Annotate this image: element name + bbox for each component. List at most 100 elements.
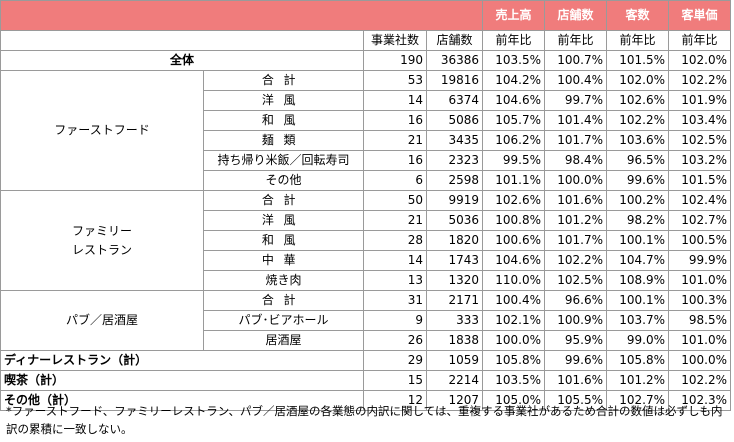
cell-companies: 21 xyxy=(363,210,427,231)
cell-yoy-stores: 100.9% xyxy=(544,310,607,331)
category-family-restaurant: ファミリー レストラン xyxy=(0,190,204,291)
cell-yoy-sales: 104.6% xyxy=(482,250,545,271)
cell-yoy-sales: 100.0% xyxy=(482,330,545,351)
cell-stores: 1838 xyxy=(426,330,483,351)
cell-companies: 14 xyxy=(363,90,427,111)
cell-yoy-spend: 102.0% xyxy=(668,50,731,71)
table-row: 麺類 21 3435 106.2% 101.7% 103.6% 102.5% xyxy=(1,130,731,151)
header-yoy-stores: 前年比 xyxy=(544,30,607,51)
cell-stores: 1320 xyxy=(426,270,483,291)
table-row: 焼き肉 13 1320 110.0% 102.5% 108.9% 101.0% xyxy=(1,270,731,291)
cell-yoy-customers: 108.9% xyxy=(606,270,669,291)
header-yoy-customers: 前年比 xyxy=(606,30,669,51)
table-row: パブ／居酒屋 合計 31 2171 100.4% 96.6% 100.1% 10… xyxy=(0,290,731,351)
subcategory-label: 焼き肉 xyxy=(203,270,364,291)
cell-companies: 6 xyxy=(363,170,427,191)
cell-stores: 5036 xyxy=(426,210,483,231)
row-label-total: 全体 xyxy=(0,50,364,71)
cell-yoy-customers: 105.8% xyxy=(606,350,669,371)
cell-yoy-spend: 102.3% xyxy=(668,390,731,411)
cell-yoy-stores: 102.2% xyxy=(544,250,607,271)
header-store-count: 店舗数 xyxy=(426,30,483,51)
cell-yoy-spend: 99.9% xyxy=(668,250,731,271)
cell-yoy-stores: 95.9% xyxy=(544,330,607,351)
category-label-line2: レストラン xyxy=(71,242,132,257)
cell-yoy-customers: 102.0% xyxy=(606,70,669,91)
subcategory-label: 合計 xyxy=(203,290,364,311)
cell-yoy-customers: 96.5% xyxy=(606,150,669,171)
cell-yoy-stores: 100.7% xyxy=(544,50,607,71)
cell-yoy-stores: 101.2% xyxy=(544,210,607,231)
cell-companies: 50 xyxy=(363,190,427,211)
cell-yoy-sales: 100.6% xyxy=(482,230,545,251)
table-row: パブ･ビアホール 9 333 102.1% 100.9% 103.7% 98.5… xyxy=(1,310,731,331)
cell-yoy-spend: 102.2% xyxy=(668,70,731,91)
row-label-other: その他（計） xyxy=(0,390,364,411)
cell-yoy-customers: 102.7% xyxy=(606,390,669,411)
table-row: その他 6 2598 101.1% 100.0% 99.6% 101.5% xyxy=(1,170,731,191)
cell-stores: 3435 xyxy=(426,130,483,151)
header-accent-bar xyxy=(0,0,483,31)
cell-stores: 6374 xyxy=(426,90,483,111)
subcategory-label: 洋風 xyxy=(203,210,364,231)
table-row: 喫茶（計） 15 2214 103.5% 101.6% 101.2% 102.2… xyxy=(0,370,731,391)
table-row: 洋風 14 6374 104.6% 99.7% 102.6% 101.9% xyxy=(1,90,731,111)
cell-companies: 14 xyxy=(363,250,427,271)
cell-yoy-spend: 102.4% xyxy=(668,190,731,211)
table-row: 洋風 21 5036 100.8% 101.2% 98.2% 102.7% xyxy=(1,210,731,231)
header-row-columns: 事業社数 店舗数 前年比 前年比 前年比 前年比 xyxy=(0,30,731,51)
header-yoy-spend: 前年比 xyxy=(668,30,731,51)
cell-yoy-spend: 101.0% xyxy=(668,270,731,291)
header-metric-spend: 客単価 xyxy=(668,0,731,31)
cell-yoy-sales: 102.6% xyxy=(482,190,545,211)
cell-yoy-customers: 101.5% xyxy=(606,50,669,71)
cell-companies: 13 xyxy=(363,270,427,291)
cell-yoy-spend: 98.5% xyxy=(668,310,731,331)
cell-yoy-spend: 100.5% xyxy=(668,230,731,251)
cell-companies: 9 xyxy=(363,310,427,331)
cell-yoy-stores: 96.6% xyxy=(544,290,607,311)
cell-companies: 21 xyxy=(363,130,427,151)
cell-stores: 1059 xyxy=(426,350,483,371)
cell-companies: 16 xyxy=(363,110,427,131)
cell-yoy-sales: 106.2% xyxy=(482,130,545,151)
cell-companies: 31 xyxy=(363,290,427,311)
cell-stores: 2171 xyxy=(426,290,483,311)
table-row: ディナーレストラン（計） 29 1059 105.8% 99.6% 105.8%… xyxy=(0,350,731,371)
cell-yoy-sales: 104.2% xyxy=(482,70,545,91)
cell-stores: 1743 xyxy=(426,250,483,271)
subcategory-label: 合計 xyxy=(203,70,364,91)
cell-yoy-stores: 102.5% xyxy=(544,270,607,291)
cell-stores: 1820 xyxy=(426,230,483,251)
header-blank xyxy=(0,30,364,51)
cell-companies: 28 xyxy=(363,230,427,251)
subcategory-label: 持ち帰り米飯／回転寿司 xyxy=(203,150,364,171)
table-row: 持ち帰り米飯／回転寿司 16 2323 99.5% 98.4% 96.5% 10… xyxy=(1,150,731,171)
cell-stores: 36386 xyxy=(426,50,483,71)
cell-yoy-customers: 99.6% xyxy=(606,170,669,191)
cell-stores: 5086 xyxy=(426,110,483,131)
subcategory-label: パブ･ビアホール xyxy=(203,310,364,331)
header-yoy-sales: 前年比 xyxy=(482,30,545,51)
cell-yoy-spend: 101.9% xyxy=(668,90,731,111)
cell-companies: 53 xyxy=(363,70,427,91)
table-row: ファミリー レストラン 合計 50 9919 102.6% 101.6% 100… xyxy=(0,190,731,291)
cell-yoy-spend: 103.2% xyxy=(668,150,731,171)
cell-yoy-customers: 100.1% xyxy=(606,230,669,251)
category-pub-izakaya: パブ／居酒屋 xyxy=(0,290,204,351)
cell-yoy-stores: 100.4% xyxy=(544,70,607,91)
subcategory-label: 洋風 xyxy=(203,90,364,111)
cell-yoy-customers: 102.6% xyxy=(606,90,669,111)
header-row-metrics: 売上高 店舗数 客数 客単価 xyxy=(0,0,731,31)
cell-yoy-sales: 102.1% xyxy=(482,310,545,331)
cell-yoy-spend: 102.5% xyxy=(668,130,731,151)
cell-yoy-sales: 100.8% xyxy=(482,210,545,231)
cell-companies: 16 xyxy=(363,150,427,171)
subcategory-label: その他 xyxy=(203,170,364,191)
subcategory-label: 和風 xyxy=(203,110,364,131)
cell-yoy-customers: 104.7% xyxy=(606,250,669,271)
cell-yoy-stores: 101.6% xyxy=(544,370,607,391)
header-metric-stores: 店舗数 xyxy=(544,0,607,31)
cell-companies: 15 xyxy=(363,370,427,391)
